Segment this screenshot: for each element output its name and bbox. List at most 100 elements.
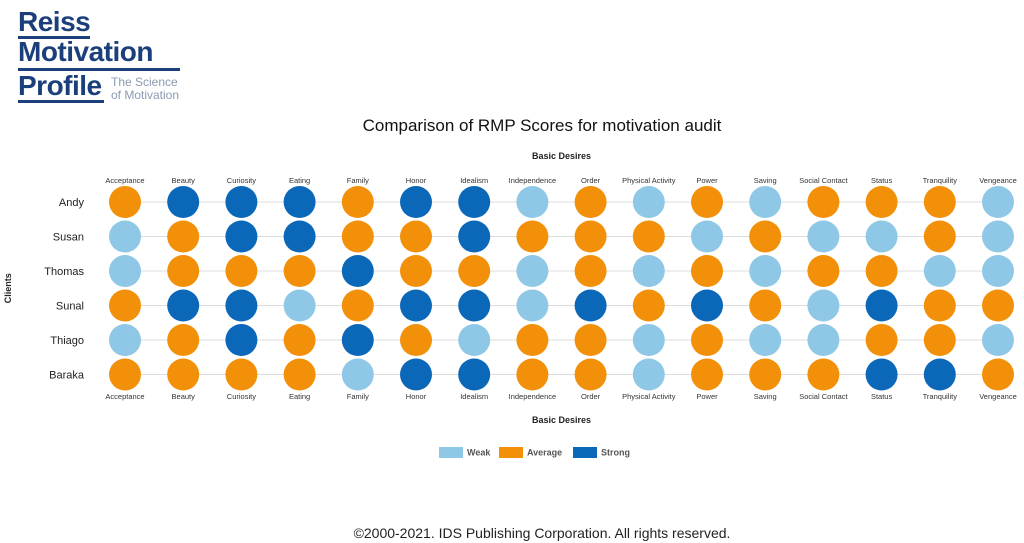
dot-susan-honor (400, 220, 432, 253)
dot-thomas-tranquility (923, 255, 956, 287)
dot-sunal-curiosity (225, 289, 258, 322)
dot-andy-social-contact (807, 186, 840, 218)
logo: Reiss Motivation Profile The Science of … (18, 6, 188, 106)
x-tick-top-social-contact: Social Contact (799, 176, 848, 185)
dot-sunal-beauty (167, 289, 200, 322)
dot-baraka-order (574, 358, 607, 391)
dot-andy-power (691, 186, 723, 218)
dot-thiago-status (865, 324, 898, 356)
legend-swatch-weak (439, 447, 463, 458)
x-tick-top-independence: Independence (509, 176, 557, 185)
dot-susan-tranquility (923, 220, 956, 253)
logo-tagline: The Science of Motivation (111, 76, 179, 102)
dot-baraka-power (691, 358, 723, 391)
dot-baraka-family (341, 358, 374, 391)
dot-sunal-independence (516, 289, 549, 322)
dot-susan-saving (749, 220, 782, 253)
dot-baraka-curiosity (225, 358, 258, 391)
x-tick-bottom-social-contact: Social Contact (799, 392, 848, 401)
dot-thomas-curiosity (225, 255, 258, 287)
x-axis-title-top: Basic Desires (532, 151, 591, 161)
dot-thiago-curiosity (225, 324, 258, 356)
dot-andy-independence (516, 186, 549, 218)
dot-thomas-vengeance (982, 255, 1014, 287)
x-tick-bottom-physical-activity: Physical Activity (622, 392, 676, 401)
dot-susan-status (865, 220, 898, 253)
legend-swatch-strong (573, 447, 597, 458)
dot-thiago-idealism (458, 324, 491, 356)
logo-line-3: Profile (18, 70, 102, 101)
dot-thomas-power (691, 255, 723, 287)
logo-tagline-2: of Motivation (111, 88, 180, 102)
dot-baraka-physical-activity (632, 358, 665, 391)
dot-sunal-physical-activity (632, 289, 665, 322)
dot-thiago-eating (283, 324, 316, 356)
dot-susan-curiosity (225, 220, 258, 253)
dot-andy-curiosity (225, 186, 258, 218)
x-tick-top-tranquility: Tranquility (923, 176, 958, 185)
dot-thomas-saving (749, 255, 782, 287)
x-tick-bottom-status: Status (871, 392, 893, 401)
dot-andy-beauty (167, 186, 200, 218)
dot-baraka-tranquility (923, 358, 956, 391)
dot-andy-tranquility (923, 186, 956, 218)
dot-sunal-eating (283, 289, 316, 322)
dot-susan-physical-activity (632, 220, 665, 253)
dot-andy-order (574, 186, 607, 218)
dot-thomas-physical-activity (632, 255, 665, 287)
y-tick-thomas: Thomas (44, 266, 84, 278)
x-tick-bottom-order: Order (581, 392, 601, 401)
dot-thiago-independence (516, 324, 549, 356)
x-tick-top-acceptance: Acceptance (105, 176, 144, 185)
dot-susan-eating (283, 220, 316, 253)
dot-thiago-social-contact (807, 324, 840, 356)
dot-baraka-vengeance (982, 358, 1014, 391)
dot-thomas-order (574, 255, 607, 287)
x-tick-bottom-independence: Independence (509, 392, 557, 401)
logo-line-2: Motivation (18, 36, 154, 67)
logo-underline-2 (18, 68, 180, 71)
dot-baraka-idealism (458, 358, 491, 391)
dot-sunal-idealism (458, 289, 491, 322)
logo-underline-1 (18, 36, 90, 39)
dot-susan-power (691, 220, 723, 253)
dot-thomas-independence (516, 255, 549, 287)
dot-andy-saving (749, 186, 782, 218)
dot-andy-acceptance (109, 186, 141, 218)
dot-susan-order (574, 220, 607, 253)
dot-baraka-independence (516, 358, 549, 391)
dot-sunal-tranquility (923, 289, 956, 322)
x-tick-bottom-family: Family (347, 392, 369, 401)
dot-thomas-honor (400, 255, 432, 287)
dot-thomas-eating (283, 255, 316, 287)
x-tick-bottom-acceptance: Acceptance (105, 392, 144, 401)
dot-susan-independence (516, 220, 549, 253)
y-tick-susan: Susan (53, 232, 84, 244)
logo-line-1: Reiss (18, 6, 91, 37)
dot-thiago-order (574, 324, 607, 356)
x-tick-top-status: Status (871, 176, 893, 185)
x-tick-bottom-power: Power (696, 392, 718, 401)
dot-susan-idealism (458, 220, 491, 253)
dot-andy-status (865, 186, 898, 218)
dot-andy-idealism (458, 186, 491, 218)
dot-susan-family (341, 220, 374, 253)
x-tick-top-honor: Honor (406, 176, 427, 185)
x-tick-top-eating: Eating (289, 176, 310, 185)
dot-thiago-acceptance (109, 324, 141, 356)
x-tick-top-beauty: Beauty (172, 176, 196, 185)
dot-baraka-status (865, 358, 898, 391)
dot-baraka-eating (283, 358, 316, 391)
dot-sunal-order (574, 289, 607, 322)
dot-susan-vengeance (982, 220, 1014, 253)
dot-andy-honor (400, 186, 432, 218)
logo-tagline-1: The Science (111, 75, 178, 89)
dot-thomas-acceptance (109, 255, 141, 287)
chart-title: Comparison of RMP Scores for motivation … (362, 116, 722, 135)
dot-sunal-power (691, 289, 723, 322)
dot-thiago-power (691, 324, 723, 356)
x-axis-title-bottom: Basic Desires (532, 415, 591, 425)
legend-swatch-average (499, 447, 523, 458)
x-tick-bottom-vengeance: Vengeance (979, 392, 1017, 401)
x-tick-top-idealism: Idealism (460, 176, 488, 185)
